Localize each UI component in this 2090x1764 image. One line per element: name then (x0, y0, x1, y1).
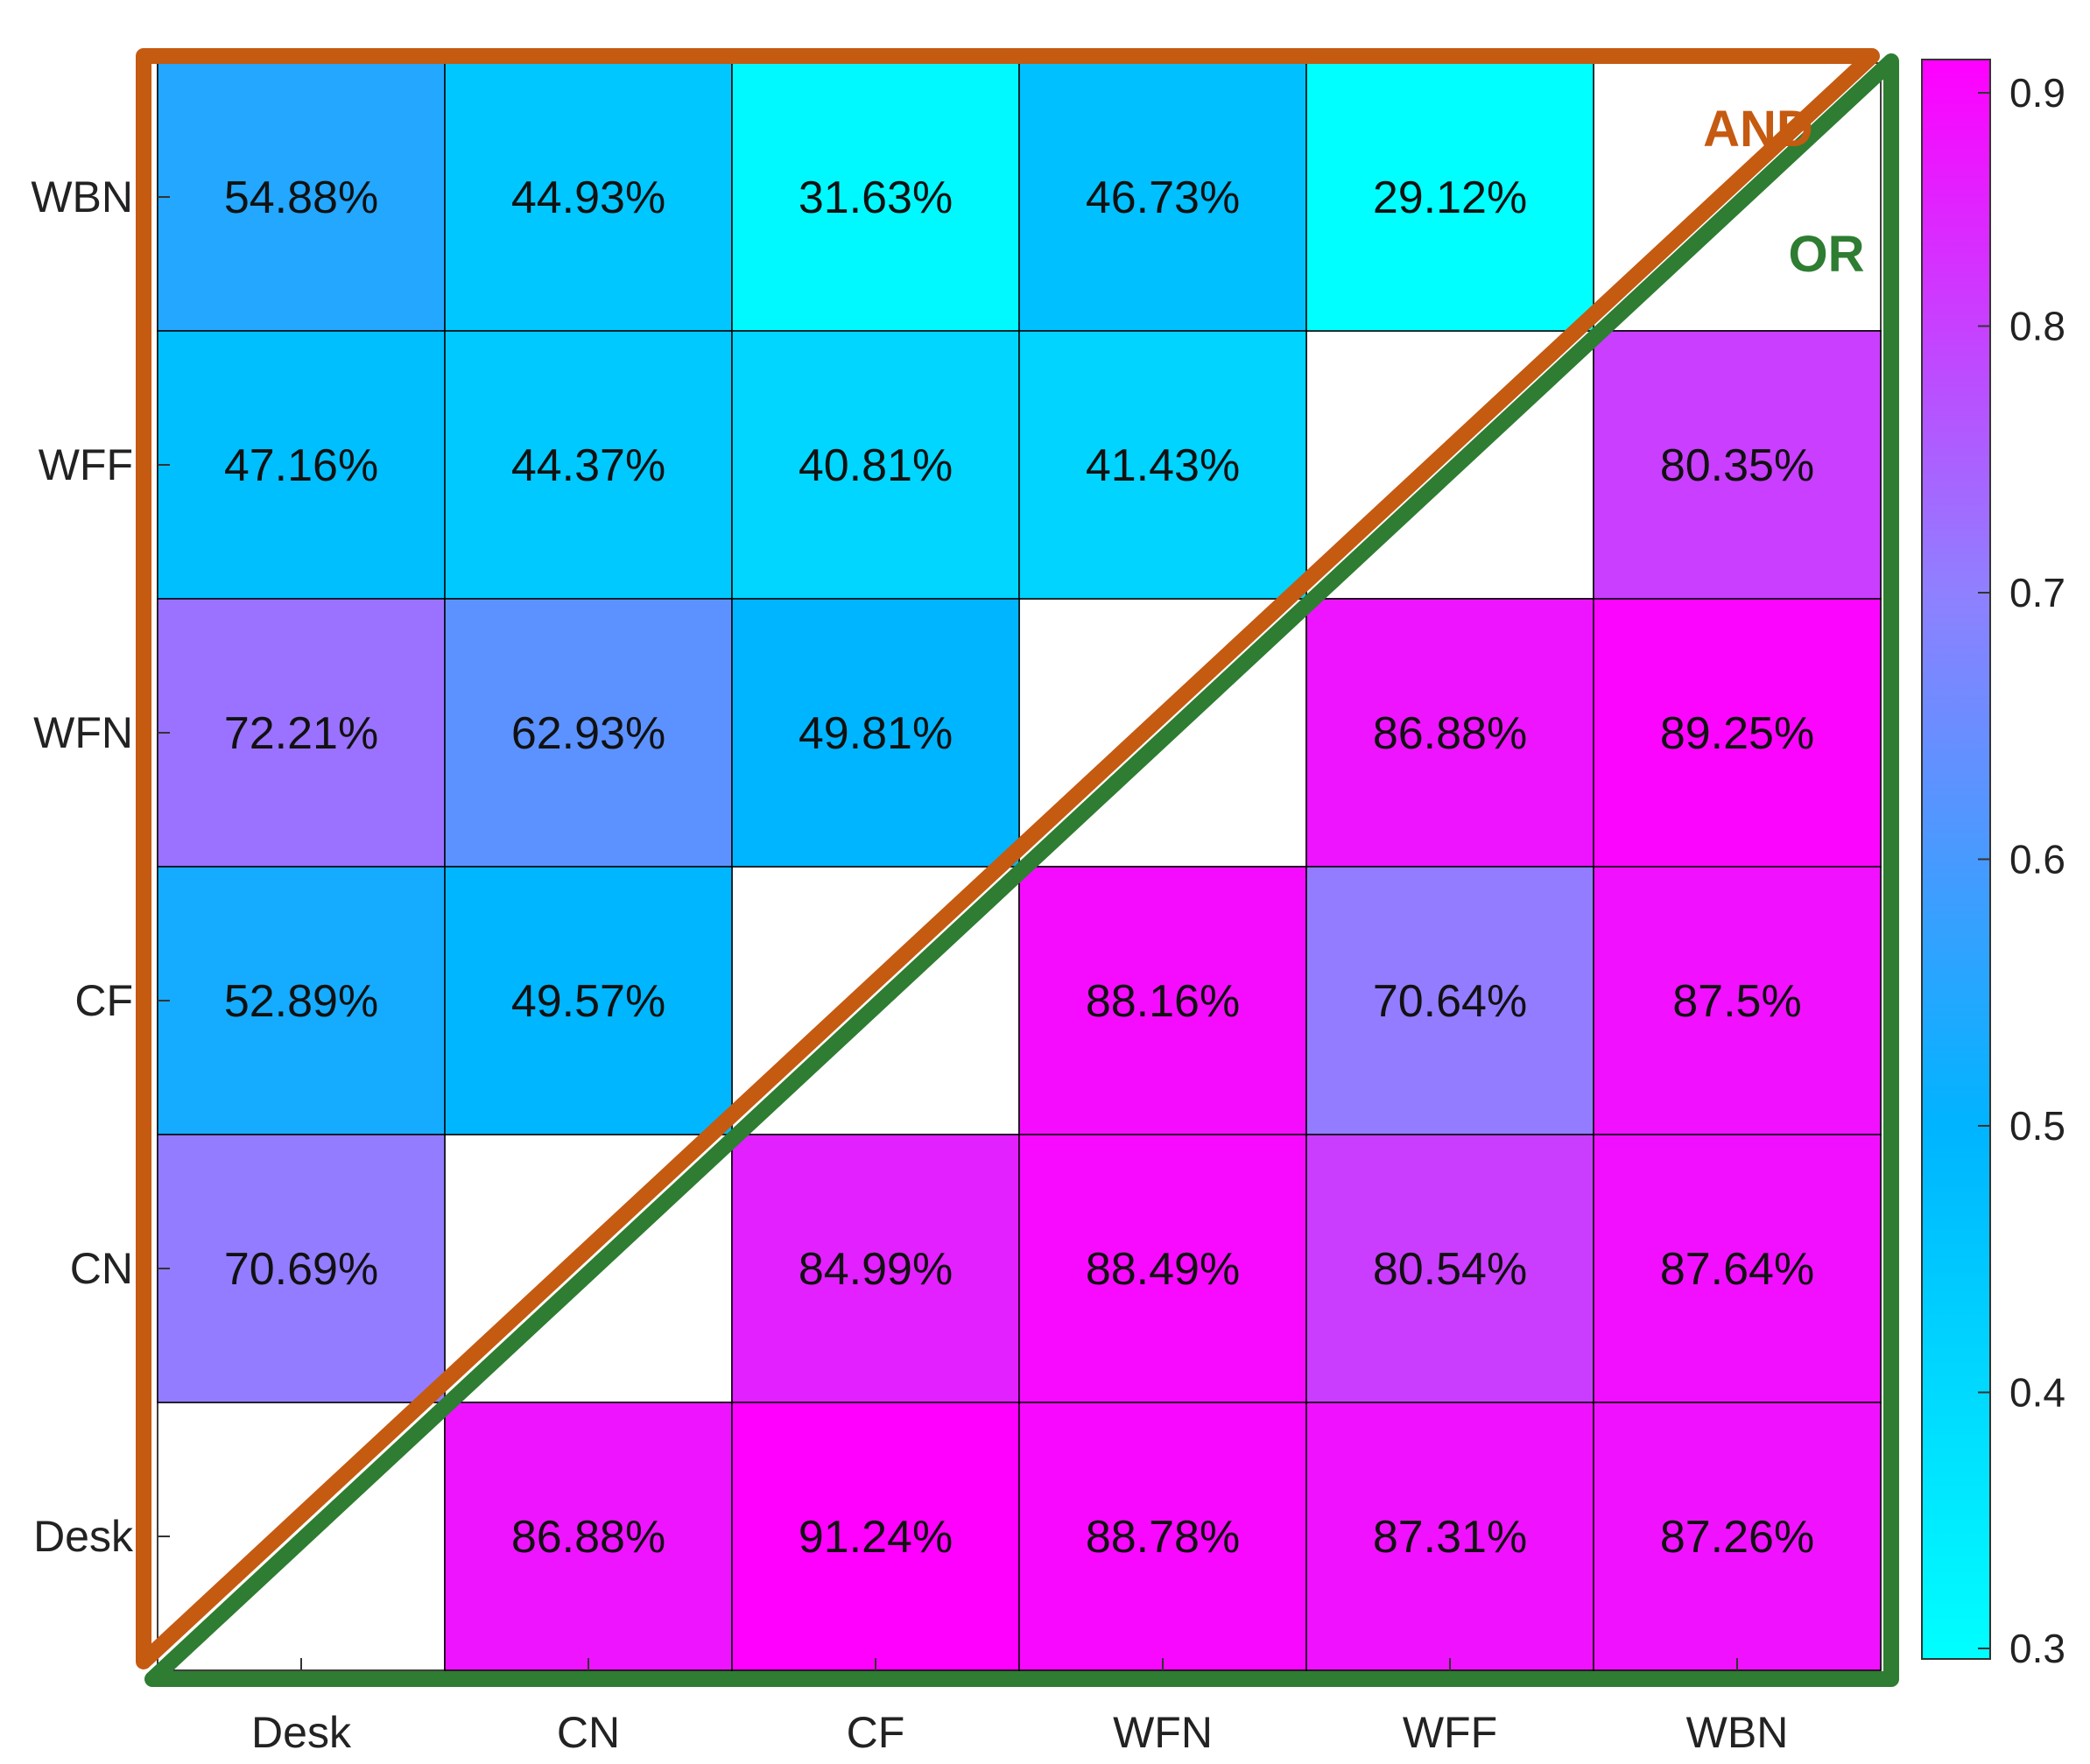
cell-value-label: 54.88% (224, 172, 378, 223)
cell-value-label: 87.64% (1660, 1244, 1814, 1295)
cell-value-label: 62.93% (511, 708, 665, 759)
colorbar-tick-label: 0.7 (2009, 570, 2065, 615)
and-or-overlay: AND OR (136, 48, 1899, 1687)
cell-value-label: 88.16% (1086, 976, 1240, 1027)
or-triangle-outline (144, 53, 1899, 1687)
cell-value-label: 87.5% (1672, 976, 1801, 1027)
heatmap-cell (1305, 866, 1594, 1135)
heatmap-cell (731, 598, 1020, 868)
heatmap-cell (157, 62, 446, 332)
cell-value-label: 88.78% (1086, 1512, 1240, 1563)
colorbar-tick-label: 0.4 (2009, 1370, 2065, 1416)
heatmap-cell (731, 330, 1020, 600)
heatmap-cell (1305, 62, 1594, 332)
cell-value-label: 89.25% (1660, 708, 1814, 759)
heatmap-cell (444, 598, 733, 868)
colorbar-tick-label: 0.8 (2009, 304, 2065, 349)
x-tick-label: WFF (1403, 1708, 1497, 1757)
cell-value-label: 80.54% (1373, 1244, 1527, 1295)
cell-value-label: 40.81% (799, 440, 953, 491)
y-tick-label: WFN (33, 708, 133, 757)
heatmap-cell (1305, 598, 1594, 868)
cell-value-label: 44.37% (511, 440, 665, 491)
x-tick-label: WBN (1686, 1708, 1789, 1757)
cell-value-label: 72.21% (224, 708, 378, 759)
cell-value-label: 87.31% (1373, 1512, 1527, 1563)
and-label: AND (1703, 101, 1813, 158)
x-tick-label: WFN (1113, 1708, 1213, 1757)
heatmap-cell (157, 330, 446, 600)
heatmap-cell (731, 62, 1020, 332)
heatmap-cell (1593, 330, 1882, 600)
heatmap-cell (444, 62, 733, 332)
heatmap-cell (1018, 866, 1307, 1135)
cell-value-label: 84.99% (799, 1244, 953, 1295)
y-tick-label: Desk (33, 1512, 134, 1561)
colorbar: 0.3 0.4 0.5 0.6 0.7 0.8 0.9 (1921, 59, 2065, 1671)
cell-value-label: 91.24% (799, 1512, 953, 1563)
y-axis: Desk CN CF WFN WFF WBN (31, 172, 170, 1561)
x-tick-label: CN (557, 1708, 620, 1757)
heatmap-cell (444, 866, 733, 1135)
heatmap-cell (1593, 866, 1882, 1135)
cell-value-label: 49.81% (799, 708, 953, 759)
cell-value-label: 86.88% (511, 1512, 665, 1563)
heatmap-cell (1018, 1402, 1307, 1671)
heatmap-cell (1018, 62, 1307, 332)
heatmap-cell (1593, 1134, 1882, 1403)
cell-value-label: 31.63% (799, 172, 953, 223)
heatmap-cell (1018, 1134, 1307, 1403)
cell-value-label: 86.88% (1373, 708, 1527, 759)
cell-value-label: 52.89% (224, 976, 378, 1027)
cell-value-label: 47.16% (224, 440, 378, 491)
cell-value-label: 70.64% (1373, 976, 1527, 1027)
and-triangle-outline (136, 48, 1880, 1669)
colorbar-tick-label: 0.6 (2009, 837, 2065, 882)
heatmap-cell (1018, 330, 1307, 600)
heatmap-cell (1593, 598, 1882, 868)
cell-value-label: 70.69% (224, 1244, 378, 1295)
cell-value-label: 44.93% (511, 172, 665, 223)
heatmap-cell (1593, 1402, 1882, 1671)
y-tick-label: CN (70, 1244, 133, 1293)
cell-value-label: 87.26% (1660, 1512, 1814, 1563)
colorbar-tick-label: 0.3 (2009, 1626, 2065, 1671)
heatmap-cells (157, 62, 1882, 1671)
heatmap-cell (157, 598, 446, 868)
cell-value-label: 49.57% (511, 976, 665, 1027)
y-tick-label: WFF (39, 440, 133, 489)
colorbar-tick-label: 0.5 (2009, 1103, 2065, 1149)
x-tick-label: Desk (251, 1708, 352, 1757)
heatmap-cell (444, 1402, 733, 1671)
or-label: OR (1789, 226, 1865, 283)
x-tick-label: CF (847, 1708, 905, 1757)
cell-value-label: 41.43% (1086, 440, 1240, 491)
heatmap-cell (444, 330, 733, 600)
cell-value-label: 29.12% (1373, 172, 1527, 223)
y-tick-label: WBN (31, 172, 133, 221)
cell-value-label: 46.73% (1086, 172, 1240, 223)
x-axis: Desk CN CF WFN WFF WBN (251, 1658, 1788, 1757)
cell-value-label: 80.35% (1660, 440, 1814, 491)
cell-value-label: 88.49% (1086, 1244, 1240, 1295)
cell-value-labels: 54.88% 44.93% 31.63% 46.73% 29.12% 47.16% 44.3… (224, 172, 1814, 1563)
colorbar-tick-label: 0.9 (2009, 70, 2065, 116)
y-tick-label: CF (74, 976, 133, 1025)
